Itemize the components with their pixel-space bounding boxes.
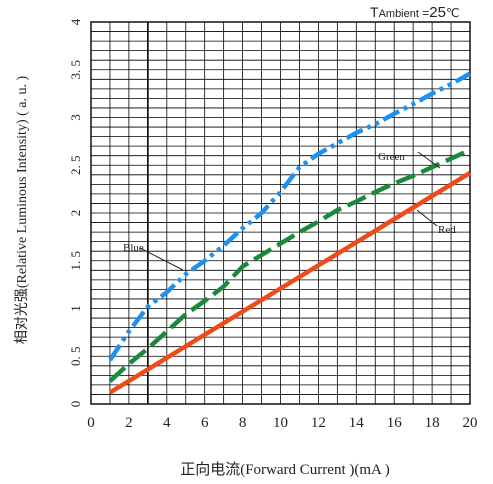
x-tick-label: 6 [201, 415, 209, 431]
annotation-ambient: Ambient [379, 8, 419, 20]
leader-line-green [417, 151, 441, 169]
series-leader-lines [139, 151, 441, 271]
annotation-unit: ℃ [446, 6, 459, 20]
annotation-temperature: 25 [429, 4, 446, 21]
leader-line-blue [139, 247, 184, 271]
y-tick-label: 1. 5 [68, 251, 83, 271]
y-tick-labels: 0 0. 5 1 1. 5 2 2. 5 3 3. 5 4 [68, 18, 83, 407]
x-tick-label: 8 [239, 415, 247, 431]
x-axis-label: 正向电流(Forward Current )(mA ) [180, 461, 390, 478]
series-label-green: Green [378, 151, 405, 163]
y-tick-label: 4 [68, 18, 83, 25]
series-line-red [108, 170, 472, 395]
x-tick-labels: 0 2 4 6 8 10 12 14 16 18 20 [87, 415, 477, 431]
x-tick-label: 0 [87, 415, 95, 431]
y-tick-label: 2 [68, 210, 83, 217]
y-axis-label: 相对光强(Relative Luminous Intensity) ( a. u… [14, 76, 30, 345]
x-tick-label: 4 [163, 415, 171, 431]
y-tick-label: 0. 5 [68, 347, 83, 367]
annotation-t: T [370, 4, 379, 20]
grid-major [90, 21, 471, 405]
x-tick-label: 18 [425, 415, 440, 431]
y-tick-label: 2. 5 [68, 156, 83, 176]
y-tick-label: 3. 5 [68, 60, 83, 80]
series-line-blue [108, 71, 472, 362]
x-tick-label: 16 [387, 415, 403, 431]
x-tick-label: 10 [273, 415, 288, 431]
series-line-green [108, 147, 471, 383]
y-tick-label: 1 [68, 305, 83, 312]
leader-line-red [416, 209, 438, 227]
annotation-equals: = [419, 6, 429, 20]
series-label-blue: Blue [123, 242, 144, 254]
series-label-red: Red [438, 224, 456, 236]
y-tick-label: 0 [68, 401, 83, 408]
x-tick-label: 20 [463, 415, 478, 431]
y-tick-label: 3 [68, 114, 83, 121]
x-tick-label: 2 [125, 415, 133, 431]
x-tick-label: 12 [311, 415, 326, 431]
series-labels: Blue Green Red [123, 151, 456, 254]
ambient-temperature-annotation: TAmbient =25℃ [370, 4, 459, 21]
plot-frame [90, 21, 471, 405]
series-layer [108, 71, 472, 395]
x-tick-label: 14 [349, 415, 365, 431]
